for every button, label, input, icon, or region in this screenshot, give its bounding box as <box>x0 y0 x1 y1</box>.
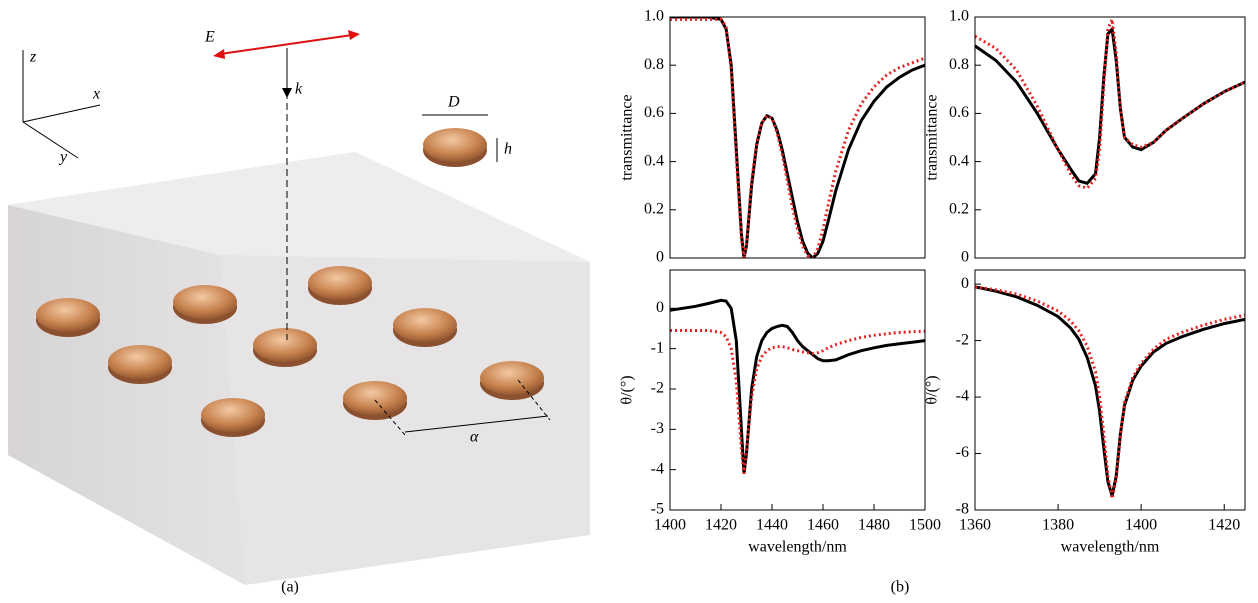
y-tick-label: 0 <box>656 249 664 266</box>
x-tick-label: 1400 <box>654 517 686 534</box>
charts: 0 0.2 0.4 0.6 0.8 1.0 transmittance 0 0.2 0.4 0.6 0… <box>619 8 1246 556</box>
k-label: k <box>295 81 303 98</box>
y-label: y <box>58 149 68 166</box>
substrate-top <box>8 152 590 262</box>
line-series <box>670 17 925 258</box>
panel-label: (a) <box>281 579 299 596</box>
x-tick-label: 1400 <box>1125 517 1157 534</box>
line-series <box>975 285 1245 497</box>
plot-frame <box>669 16 926 259</box>
x-tick-label: 1500 <box>909 517 941 534</box>
plot-frame <box>669 269 926 511</box>
y-tick-label: 0.4 <box>949 152 969 169</box>
y-tick-label: -4 <box>956 388 969 405</box>
x-axis-label: wavelength/nm <box>1061 539 1160 556</box>
e-head <box>213 49 225 59</box>
y-axis <box>22 121 79 159</box>
plot-frame <box>974 16 1246 259</box>
z-label: z <box>29 49 37 66</box>
line-series <box>670 298 925 474</box>
y-tick-label: -1 <box>651 339 664 356</box>
x-axis-label: wavelength/nm <box>748 539 847 556</box>
x-tick-label: 1440 <box>756 517 788 534</box>
line-series <box>975 17 1245 190</box>
line-series <box>670 17 925 258</box>
alpha-arrow <box>404 415 549 433</box>
x-tick-label: 1480 <box>858 517 890 534</box>
line-series <box>670 329 925 474</box>
y-tick-label: 1.0 <box>949 8 969 25</box>
e-label: E <box>204 29 215 46</box>
panel-label: (b) <box>891 579 910 596</box>
substrate-side <box>8 205 245 585</box>
disk <box>173 285 237 319</box>
y-tick-label: -5 <box>651 501 664 518</box>
disk <box>201 398 265 432</box>
y-tick-label: -2 <box>956 331 969 348</box>
y-tick-label: 0.6 <box>644 104 664 121</box>
y-tick-label: 0.8 <box>644 56 664 73</box>
y-tick-label: 0.2 <box>949 200 969 217</box>
y-tick-label: 0.6 <box>949 104 969 121</box>
y-axis-label: θ/(°) <box>619 375 636 404</box>
disk <box>253 328 317 362</box>
y-axis-label: transmittance <box>619 94 636 180</box>
disk <box>36 298 100 332</box>
x-tick-label: 1360 <box>959 517 991 534</box>
y-tick-label: 0 <box>656 299 664 316</box>
y-tick-label: -2 <box>651 380 664 397</box>
disk <box>343 381 407 415</box>
x-axis <box>22 104 101 123</box>
h-label: h <box>504 141 512 158</box>
y-tick-label: 0.8 <box>949 56 969 73</box>
y-tick-label: -6 <box>956 444 969 461</box>
y-tick-label: 1.0 <box>644 8 664 25</box>
y-tick-label: 0 <box>961 249 969 266</box>
alpha-label: α <box>470 429 479 446</box>
line-series <box>975 285 1245 500</box>
y-tick-label: -3 <box>651 420 664 437</box>
y-tick-label: -8 <box>956 501 969 518</box>
x-tick-label: 1420 <box>705 517 737 534</box>
schematic: E k x y z D h α (a) <box>8 29 590 596</box>
e-arrow <box>219 34 353 55</box>
e-head <box>348 30 360 40</box>
alpha-guide <box>517 379 551 421</box>
disk <box>393 308 457 342</box>
y-axis-label: θ/(°) <box>924 375 941 404</box>
y-tick-label: -4 <box>651 460 664 477</box>
x-tick-label: 1420 <box>1208 517 1240 534</box>
x-tick-label: 1380 <box>1042 517 1074 534</box>
plot-frame <box>974 269 1246 511</box>
y-axis-label: transmittance <box>924 94 941 180</box>
d-label: D <box>447 94 460 111</box>
y-tick-label: 0.4 <box>644 152 664 169</box>
disk <box>108 345 172 379</box>
y-tick-label: 0.2 <box>644 200 664 217</box>
x-label: x <box>92 86 100 103</box>
y-tick-label: 0 <box>961 275 969 292</box>
disk <box>480 361 544 395</box>
line-series <box>975 25 1245 186</box>
k-head <box>282 88 292 98</box>
alpha-guide <box>374 399 406 436</box>
disk <box>423 128 487 162</box>
x-tick-label: 1460 <box>807 517 839 534</box>
disk <box>308 266 372 300</box>
